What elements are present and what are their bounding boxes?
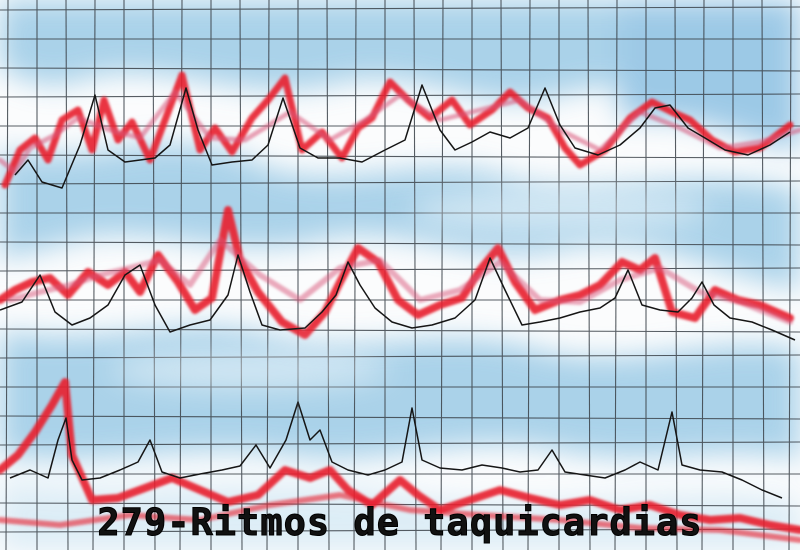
- grid-line-vertical: [5, 0, 9, 550]
- grid-line-vertical: [500, 0, 504, 550]
- grid-line-horizontal: [0, 180, 800, 185]
- red-trace-row-3: [0, 378, 800, 543]
- grid-line-horizontal: [0, 328, 800, 333]
- grid-line-horizontal: [0, 502, 800, 507]
- grid-line-vertical: [788, 0, 792, 550]
- grid-line-vertical: [614, 0, 618, 550]
- grid-line-vertical: [266, 0, 270, 550]
- grid-line-horizontal: [0, 154, 800, 159]
- black-ecg-trace-row-3: [9, 401, 783, 499]
- red-trace-row-1: [0, 71, 800, 189]
- grid-line-horizontal: [0, 267, 800, 272]
- grid-line-vertical: [239, 0, 243, 550]
- grid-line-horizontal: [0, 67, 800, 72]
- grid-line-vertical: [527, 0, 531, 550]
- grid-line-horizontal: [0, 6, 800, 11]
- black-ecg-trace-row-1: [14, 84, 791, 189]
- grid-line-horizontal: [0, 415, 800, 420]
- grid-line-vertical: [587, 0, 591, 550]
- grid-line-vertical: [152, 0, 156, 550]
- grid-line-horizontal: [0, 354, 800, 359]
- grid-line-horizontal: [0, 441, 800, 446]
- black-ecg-trace-row-2: [0, 254, 796, 341]
- grid-line-vertical: [413, 0, 417, 550]
- painting-caption: 279-Ritmos de taquicardias: [97, 501, 703, 545]
- grid-line-vertical: [440, 0, 444, 550]
- grid-line-horizontal: [0, 241, 800, 246]
- red-trace-row-2: [0, 206, 794, 339]
- grid-line-vertical: [761, 0, 765, 550]
- white-paint-patches: [110, 188, 710, 390]
- grid-line-vertical: [65, 0, 69, 550]
- grid-line-vertical: [701, 0, 705, 550]
